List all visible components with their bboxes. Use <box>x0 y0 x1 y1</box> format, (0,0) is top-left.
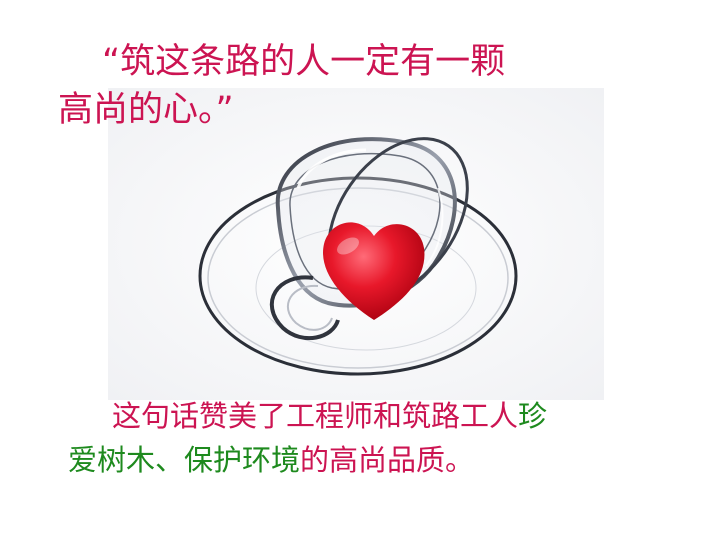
caption-part-4: 的高尚品质。 <box>300 443 475 477</box>
heart-in-glass-cup-photo <box>108 88 604 400</box>
caption-part-2: 珍 <box>518 399 548 433</box>
caption-part-3: 爱树木、保护环境 <box>68 443 301 477</box>
caption-part-1: 这句话赞美了工程师和筑路工人 <box>112 399 519 433</box>
quote-line-2: 高尚的心。” <box>58 90 234 130</box>
quote-line-1: “筑这条路的人一定有一颗 <box>102 42 506 82</box>
quote-text: “筑这条路的人一定有一颗高尚的心。” <box>58 38 658 134</box>
caption-text: 这句话赞美了工程师和筑路工人珍爱树木、保护环境的高尚品质。 <box>68 394 688 482</box>
